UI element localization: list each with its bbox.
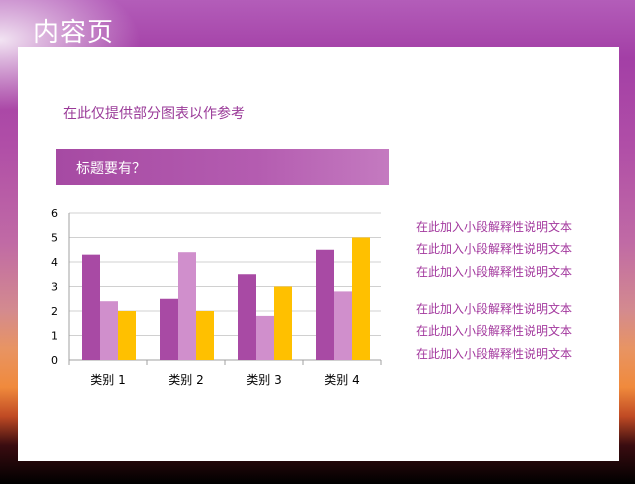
bar [178, 252, 196, 360]
y-tick-label: 1 [51, 330, 58, 343]
x-tick-label: 类别 2 [168, 373, 203, 387]
bar [82, 254, 100, 360]
section-banner: 标题要有？ [56, 149, 389, 185]
y-tick-label: 4 [51, 256, 58, 269]
bar [316, 249, 334, 360]
note-text: 在此加入小段解释性说明文本 [416, 242, 573, 256]
page-title: 内容页 [33, 18, 115, 48]
bar [160, 298, 178, 360]
banner-title: 标题要有？ [76, 161, 146, 177]
bar [274, 286, 292, 360]
bar [352, 237, 370, 360]
bar [256, 315, 274, 360]
y-tick-label: 6 [51, 207, 58, 220]
x-tick-label: 类别 3 [246, 373, 281, 387]
bar [118, 311, 136, 360]
y-tick-label: 3 [51, 281, 58, 294]
x-tick-label: 类别 4 [324, 373, 359, 387]
note-text: 在此加入小段解释性说明文本 [416, 265, 573, 279]
bar [100, 301, 118, 360]
y-tick-label: 5 [51, 232, 58, 245]
note-text: 在此加入小段解释性说明文本 [416, 220, 573, 234]
y-tick-label: 2 [51, 305, 58, 318]
bar [334, 291, 352, 360]
note-text: 在此加入小段解释性说明文本 [416, 302, 573, 316]
bar [196, 311, 214, 360]
y-tick-label: 0 [51, 354, 58, 367]
x-tick-label: 类别 1 [90, 373, 125, 387]
bar [238, 274, 256, 360]
note-text: 在此加入小段解释性说明文本 [416, 347, 573, 361]
note-text: 在此加入小段解释性说明文本 [416, 324, 573, 338]
subtitle: 在此仅提供部分图表以作参考 [63, 106, 245, 122]
